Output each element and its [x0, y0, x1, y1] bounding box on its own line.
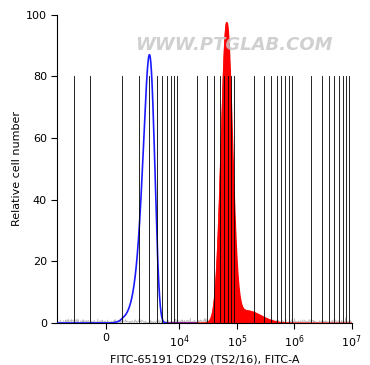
Text: WWW.PTGLAB.COM: WWW.PTGLAB.COM — [135, 36, 333, 54]
Y-axis label: Relative cell number: Relative cell number — [12, 111, 22, 226]
X-axis label: FITC-65191 CD29 (TS2/16), FITC-A: FITC-65191 CD29 (TS2/16), FITC-A — [110, 354, 299, 364]
